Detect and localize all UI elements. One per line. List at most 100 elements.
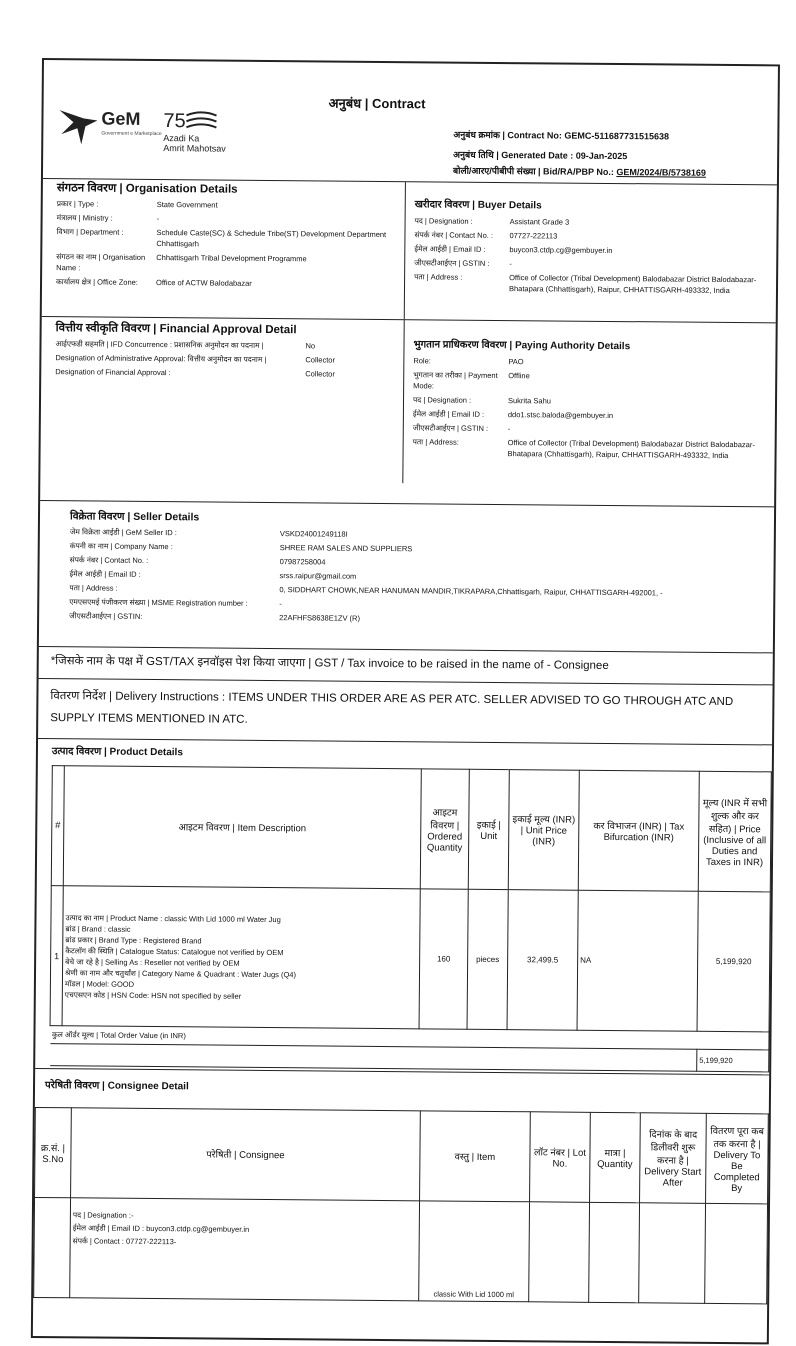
detail-label: कार्यालय क्षेत्र | Office Zone: bbox=[56, 277, 138, 287]
buyer-title: खरीदार विवरण | Buyer Details bbox=[414, 199, 542, 212]
detail-row: ईमेल आईडी | Email ID : ddo1.stsc.baloda@g… bbox=[413, 408, 775, 422]
svg-text:Azadi Ka: Azadi Ka bbox=[163, 133, 199, 143]
detail-value: Offline bbox=[508, 371, 530, 381]
consignee-column-header: वितरण पूरा कब तक करना है | Delivery To B… bbox=[705, 1113, 769, 1204]
product-unit_price: 32,499.5 bbox=[507, 889, 579, 1031]
delivery-start bbox=[638, 1202, 706, 1304]
item-description: उत्पाद का नाम | Product Name : classic W… bbox=[62, 885, 421, 1029]
detail-label: पता | Address : bbox=[69, 583, 118, 593]
detail-row: पद | Designation : Sukrita Sahu bbox=[413, 394, 775, 408]
detail-value: - bbox=[279, 599, 282, 609]
product-column-header: आइटम विवरण | Item Description bbox=[63, 765, 422, 889]
detail-value: 07987258004 bbox=[279, 557, 326, 567]
detail-label: आईएफडी सहमति | IFD Concurrence : प्रशासन… bbox=[55, 339, 264, 350]
detail-label: पद | Designation : bbox=[414, 216, 473, 226]
detail-label: पता | Address : bbox=[414, 272, 463, 282]
detail-label: ईमेल आईडी | Email ID : bbox=[69, 569, 141, 579]
detail-label: विभाग | Department : bbox=[56, 227, 124, 237]
detail-value: - bbox=[156, 214, 160, 224]
detail-value: State Government bbox=[156, 200, 218, 210]
total-order-value: 5,199,920 bbox=[696, 1049, 769, 1072]
detail-value: buycon3.ctdp.cg@gembuyer.in bbox=[509, 245, 613, 255]
detail-label: ईमेल आईडी | Email ID : bbox=[412, 409, 485, 419]
detail-label: Role: bbox=[413, 356, 431, 366]
detail-row: जीएसटीआईएन | GSTIN : - bbox=[413, 422, 775, 436]
detail-row: जीएसटीआईएन | GSTIN : - bbox=[414, 257, 776, 271]
detail-row: ईमेल आईडी | Email ID : buycon3.ctdp.cg@ge… bbox=[414, 243, 776, 257]
detail-label: जीएसटीआईएन | GSTIN : bbox=[414, 258, 490, 268]
detail-label: प्रकार | Type : bbox=[56, 199, 99, 209]
detail-value: 07727-222113 bbox=[509, 231, 558, 241]
seller-section: विक्रेता विवरण | Seller Details जेम विक्… bbox=[38, 500, 775, 653]
consignee-column-header: वस्तु | Item bbox=[419, 1110, 531, 1202]
consignee-column-header: क्र.सं. | S.No bbox=[34, 1107, 72, 1198]
detail-row: संगठन का नाम | Organisation Name : Chhatt… bbox=[56, 251, 396, 276]
detail-label: संपर्क नंबर | Contact No. : bbox=[69, 555, 149, 565]
contract-number: अनुबंध क्रमांक | Contract No: GEMC-51168… bbox=[453, 129, 670, 142]
seller-title: विक्रेता विवरण | Seller Details bbox=[69, 510, 200, 524]
detail-value: Office of Collector (Tribal Development)… bbox=[507, 438, 755, 461]
detail-label: ईमेल आईडी | Email ID : bbox=[414, 244, 486, 254]
consignee-quantity bbox=[588, 1202, 640, 1303]
product-column-header: मूल्य (INR में सभी शुल्क और कर सहित) | P… bbox=[698, 771, 772, 892]
product-unit: pieces bbox=[467, 889, 509, 1030]
detail-row: पद | Designation : Assistant Grade 3 bbox=[415, 215, 777, 229]
delivery-instructions: वितरण निर्देश | Delivery Instructions : … bbox=[38, 677, 773, 745]
detail-label: कंपनी का नाम | Company Name : bbox=[69, 541, 173, 552]
consignee-column-header: दिनांक के बाद डिलीवरी शुरू करना है | Del… bbox=[639, 1112, 707, 1204]
detail-value: No bbox=[305, 341, 316, 351]
organisation-buyer-section: संगठन विवरण | Organisation Details प्रका… bbox=[41, 178, 777, 323]
detail-value: Schedule Caste(SC) & Schedule Tribe(ST) … bbox=[156, 228, 387, 249]
detail-value: Collector bbox=[305, 355, 336, 365]
detail-row: प्रकार | Type : State Government bbox=[57, 198, 397, 212]
detail-label: पता | Address: bbox=[412, 437, 459, 447]
bid-label: बोली/आरए/पीबीपी संख्या | Bid/RA/PBP No.: bbox=[452, 165, 617, 178]
detail-value: Office of ACTW Balodabazar bbox=[156, 278, 252, 288]
detail-label: भुगतान का तरीका | Payment Mode: bbox=[413, 370, 498, 391]
product-column-header: कर विभाजन (INR) | Tax Bifurcation (INR) bbox=[578, 770, 700, 892]
detail-value: 22AFHFS8638E1ZV (R) bbox=[279, 613, 361, 623]
detail-row: विभाग | Department : Schedule Caste(SC) &… bbox=[56, 226, 396, 251]
consignee-info: पद | Designation :- ईमेल आईडी | Email ID… bbox=[69, 1197, 420, 1301]
consignee-lot bbox=[528, 1201, 590, 1303]
svg-text:GeM: GeM bbox=[101, 109, 140, 129]
detail-label: जीएसटीआईएन | GSTIN: bbox=[69, 611, 143, 621]
detail-label: जेम विक्रेता आईडी | GeM Seller ID : bbox=[69, 527, 177, 538]
product-table: # आइटम विवरण | Item Description आइटम विवरण… bbox=[49, 765, 772, 1072]
consignee-contact: संपर्क | Contact : 07727-222113- bbox=[72, 1236, 177, 1247]
detail-value: VSKD24001249118I bbox=[279, 529, 348, 539]
detail-value: srss.raipur@gmail.com bbox=[279, 571, 357, 581]
detail-value: Collector bbox=[305, 369, 335, 379]
consignee-column-header: परेषिती | Consignee bbox=[70, 1107, 421, 1201]
detail-value: Assistant Grade 3 bbox=[509, 217, 570, 227]
consignee-column-header: लॉट नंबर | Lot No. bbox=[529, 1111, 591, 1203]
detail-value: ddo1.stsc.baloda@gembuyer.in bbox=[507, 410, 614, 420]
detail-value: Sukrita Sahu bbox=[507, 396, 552, 406]
detail-row: जीएसटीआईएन | GSTIN: 22AFHFS8638E1ZV (R) bbox=[69, 610, 669, 626]
paying-title: भुगतान प्राधिकरण विवरण | Paying Authorit… bbox=[413, 339, 631, 353]
detail-label: Designation of Financial Approval : bbox=[55, 367, 171, 378]
product-section: उत्पाद विवरण | Product Details # आइटम विव… bbox=[35, 737, 773, 1075]
consignee-title: परेषिती विवरण | Consignee Detail bbox=[44, 1080, 189, 1093]
detail-row: संपर्क नंबर | Contact No. : 07727-222113 bbox=[414, 229, 776, 243]
financial-paying-section: वित्तीय स्वीकृति विवरण | Financial Appro… bbox=[40, 316, 776, 507]
contract-document: GeM Government e Marketplace 75 Azadi Ka… bbox=[30, 58, 780, 1346]
product-price: 5,199,920 bbox=[697, 891, 771, 1032]
product-column-header: इकाई मूल्य (INR) | Unit Price (INR) bbox=[508, 769, 580, 891]
detail-row: मंत्रालय | Ministry : - bbox=[57, 212, 397, 226]
svg-text:Amrit Mahotsav: Amrit Mahotsav bbox=[163, 143, 226, 154]
financial-title: वित्तीय स्वीकृति विवरण | Financial Appro… bbox=[55, 322, 297, 337]
detail-value: 0, SIDDHART CHOWK,NEAR HANUMAN MANDIR,TI… bbox=[279, 585, 663, 598]
detail-value: - bbox=[509, 259, 512, 269]
consignee-sno bbox=[33, 1197, 71, 1298]
bid-number: बोली/आरए/पीबीपी संख्या | Bid/RA/PBP No.:… bbox=[453, 166, 706, 179]
product-column-header: # bbox=[51, 765, 65, 886]
consignee-item: classic With Lid 1000 ml bbox=[418, 1200, 530, 1302]
detail-row: पता | Address: Office of Collector (Triba… bbox=[413, 436, 775, 461]
delivery-end bbox=[704, 1203, 768, 1304]
product-column-header: इकाई | Unit bbox=[468, 769, 510, 890]
detail-row: Designation of Financial Approval : Colle… bbox=[55, 366, 395, 380]
generated-date: अनुबंध तिथि | Generated Date : 09-Jan-20… bbox=[453, 149, 628, 162]
gem-azadi-logo: GeM Government e Marketplace 75 Azadi Ka… bbox=[59, 109, 226, 154]
detail-value: Office of Collector (Tribal Development)… bbox=[508, 273, 757, 296]
